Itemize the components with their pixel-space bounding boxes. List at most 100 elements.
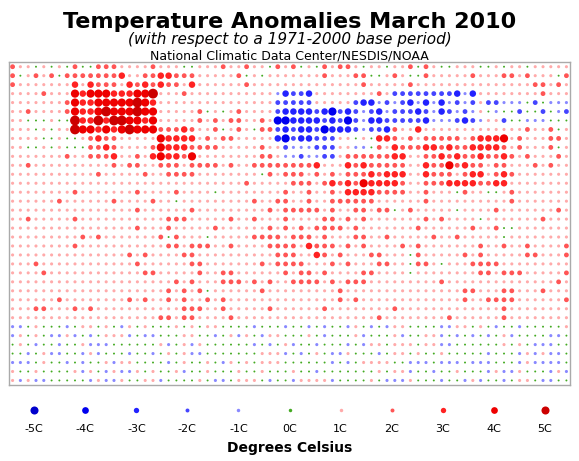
Point (258, 225, 267, 232)
Point (172, 341, 181, 349)
Point (453, 72, 462, 79)
Point (195, 251, 204, 259)
Point (125, 215, 134, 223)
Point (343, 162, 353, 169)
Point (211, 269, 220, 277)
Point (406, 323, 415, 331)
Point (8, 269, 17, 277)
Point (359, 189, 368, 196)
Point (499, 197, 508, 205)
Point (47, 332, 56, 339)
Point (63, 171, 72, 178)
Point (258, 215, 267, 223)
Point (437, 260, 446, 267)
Point (156, 233, 166, 241)
Point (375, 269, 384, 277)
Point (203, 108, 212, 115)
Point (258, 269, 267, 277)
Point (179, 171, 189, 178)
Point (351, 377, 361, 384)
Point (336, 225, 345, 232)
Point (492, 99, 501, 106)
Point (94, 269, 103, 277)
Point (188, 287, 197, 295)
Point (499, 179, 508, 187)
Point (164, 215, 173, 223)
Point (343, 233, 353, 241)
Point (63, 189, 72, 196)
Point (437, 108, 446, 115)
Point (141, 215, 150, 223)
Point (398, 305, 407, 313)
Point (305, 207, 314, 214)
Point (445, 197, 454, 205)
Point (133, 189, 142, 196)
Point (336, 171, 345, 178)
Point (281, 90, 290, 97)
Point (546, 233, 555, 241)
Point (78, 153, 87, 160)
Point (203, 63, 212, 71)
Point (125, 269, 134, 277)
Point (234, 278, 243, 285)
Point (172, 359, 181, 366)
Point (546, 242, 555, 250)
Point (422, 144, 431, 151)
Point (281, 179, 290, 187)
Point (148, 207, 157, 214)
Point (63, 179, 72, 187)
Point (226, 359, 236, 366)
Point (273, 197, 283, 205)
Point (538, 162, 548, 169)
Point (538, 90, 548, 97)
Point (554, 189, 563, 196)
Point (554, 269, 563, 277)
Point (492, 162, 501, 169)
Point (16, 90, 25, 97)
Point (492, 305, 501, 313)
Point (125, 242, 134, 250)
Point (429, 81, 438, 89)
Point (148, 341, 157, 349)
Point (507, 260, 516, 267)
Point (328, 117, 337, 124)
Point (172, 126, 181, 133)
Point (554, 296, 563, 303)
Point (156, 179, 166, 187)
Point (515, 99, 524, 106)
Point (351, 314, 361, 321)
Point (453, 368, 462, 375)
Point (109, 126, 119, 133)
Point (16, 314, 25, 321)
Point (382, 350, 391, 357)
Point (148, 162, 157, 169)
Point (530, 197, 540, 205)
Point (382, 171, 391, 178)
Point (234, 99, 243, 106)
Point (172, 117, 181, 124)
Point (164, 144, 173, 151)
Point (507, 359, 516, 366)
Point (562, 215, 571, 223)
Point (179, 332, 189, 339)
Point (343, 99, 353, 106)
Point (296, 225, 306, 232)
Point (203, 153, 212, 160)
Point (320, 350, 329, 357)
Point (289, 117, 298, 124)
Point (530, 63, 540, 71)
Point (281, 287, 290, 295)
Point (413, 296, 423, 303)
Point (289, 350, 298, 357)
Point (453, 225, 462, 232)
Point (351, 72, 361, 79)
Point (320, 81, 329, 89)
Point (8, 314, 17, 321)
Point (507, 341, 516, 349)
Point (390, 323, 400, 331)
Point (86, 99, 95, 106)
Point (422, 99, 431, 106)
Point (359, 179, 368, 187)
Point (499, 332, 508, 339)
Point (460, 179, 470, 187)
